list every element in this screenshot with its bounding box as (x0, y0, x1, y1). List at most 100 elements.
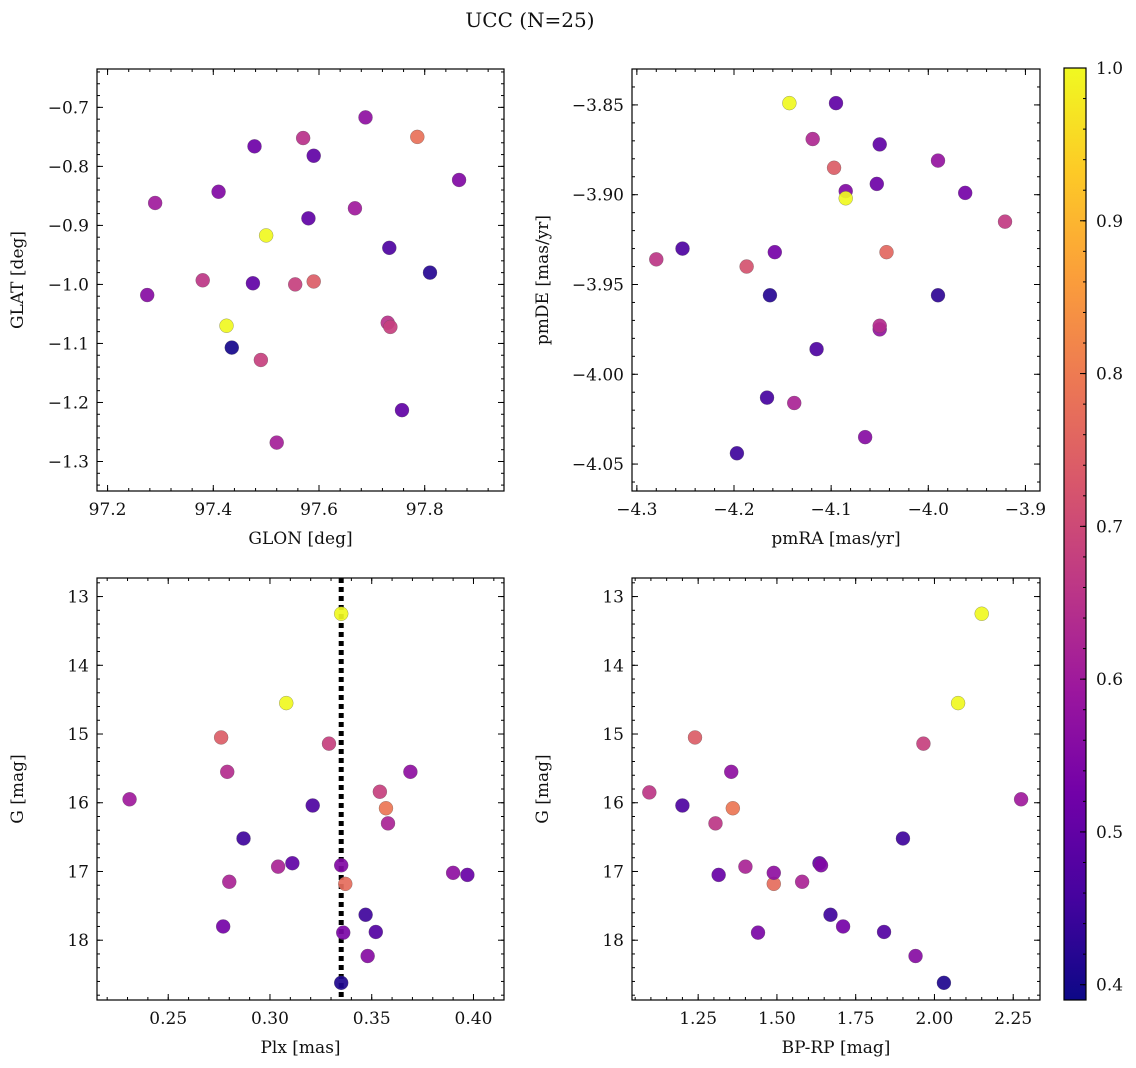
data-point (334, 606, 349, 621)
y-tick-label: −1.3 (48, 452, 89, 472)
y-tick-label: 16 (67, 794, 89, 814)
data-point (383, 319, 398, 335)
y-tick-label: −0.8 (48, 157, 89, 177)
data-point (358, 907, 373, 922)
colorbar-tick-label: 0.6 (1096, 670, 1123, 690)
data-point (301, 211, 316, 226)
data-point (794, 874, 810, 889)
data-point (823, 907, 838, 922)
data-point (725, 801, 741, 816)
chart-title: UCC (N=25) (465, 8, 594, 32)
x-tick-label: −3.9 (1005, 500, 1046, 520)
data-point (835, 919, 851, 934)
colorbar-tick-label: 0.8 (1096, 365, 1123, 385)
subplot-4: 1.25 1.50 1.75 2.00 2.25 13 14 15 16 17 18 BP-RP [m… (533, 577, 1041, 1058)
y-tick-label: 17 (602, 862, 624, 882)
data-point (930, 153, 946, 168)
plot-frame (96, 68, 505, 492)
data-point (787, 395, 802, 411)
data-point (805, 131, 820, 147)
data-point (724, 764, 739, 780)
x-tick-label: 97.4 (194, 500, 232, 520)
data-point (649, 252, 664, 267)
data-point (245, 276, 261, 291)
data-point (372, 784, 388, 799)
data-point (445, 865, 461, 881)
data-point (211, 184, 226, 199)
colorbar: 0.4 0.5 0.6 0.7 0.8 0.9 1.0 (1063, 59, 1123, 1001)
x-tick-label: 0.35 (353, 1009, 391, 1029)
data-point (974, 606, 989, 621)
data-point (762, 288, 778, 303)
data-point (269, 435, 284, 450)
y-tick-label: −4.00 (572, 365, 624, 385)
x-axis-label: BP-RP [mag] (782, 1038, 891, 1058)
data-point (908, 948, 923, 964)
data-point (766, 865, 781, 881)
y-tick-label: −3.95 (572, 275, 624, 295)
data-point (334, 858, 349, 873)
data-point (410, 129, 425, 145)
x-tick-label: −4.2 (713, 500, 754, 520)
data-point (394, 402, 410, 418)
data-point (460, 867, 475, 883)
data-point (219, 318, 234, 333)
colorbar-tick-label: 0.9 (1096, 212, 1123, 232)
data-point (642, 785, 657, 800)
data-point (826, 160, 842, 175)
colorbar-tick-label: 0.5 (1096, 823, 1123, 843)
data-point (828, 95, 844, 111)
colorbar-gradient (1064, 68, 1086, 1000)
data-point (338, 876, 353, 892)
y-tick-label: 13 (602, 588, 624, 608)
y-tick-label: 18 (67, 931, 89, 951)
y-tick-label: −0.7 (48, 98, 89, 118)
plot-frame (96, 577, 505, 1001)
data-point (247, 139, 262, 154)
data-point (813, 858, 829, 873)
y-tick-label: 15 (67, 725, 89, 745)
data-point (708, 816, 723, 831)
y-tick-label: −3.90 (572, 186, 624, 206)
y-tick-label: 14 (602, 656, 624, 676)
y-axis-label: GLAT [deg] (8, 231, 28, 329)
data-point (295, 130, 311, 146)
y-tick-label: 16 (602, 794, 624, 814)
data-point (270, 859, 286, 874)
y-tick-label: −4.05 (572, 455, 624, 475)
data-point (253, 352, 269, 368)
data-point (857, 429, 873, 445)
data-point (869, 176, 884, 192)
x-axis-label: pmRA [mas/yr] (771, 529, 900, 549)
plot-frame (631, 577, 1041, 1001)
data-point (122, 792, 137, 807)
y-tick-label: 14 (67, 656, 89, 676)
data-point (879, 244, 894, 260)
subplot-3: 0.25 0.30 0.35 0.40 13 14 15 16 17 18 Plx [mas] G [… (8, 577, 505, 1058)
data-point (750, 925, 766, 940)
data-point (382, 240, 397, 256)
x-tick-label: 1.50 (758, 1009, 796, 1029)
data-point (305, 798, 320, 813)
data-point (285, 856, 300, 871)
y-tick-label: −1.1 (48, 334, 89, 354)
x-axis-label: GLON [deg] (248, 529, 352, 549)
subplot-2: −4.3 −4.2 −4.1 −4.0 −3.9 −3.85 −3.90 −3.95 −4.00… (533, 68, 1046, 549)
data-point (380, 816, 396, 831)
data-point (378, 801, 394, 816)
data-point (950, 695, 966, 711)
x-axis-label: Plx [mas] (260, 1038, 340, 1058)
data-point (213, 730, 229, 745)
x-tick-label: −4.1 (811, 500, 852, 520)
colorbar-frame (1063, 67, 1087, 1001)
colorbar-tick-label: 1.0 (1096, 59, 1123, 79)
data-point (403, 764, 418, 780)
data-point (895, 831, 911, 846)
y-tick-label: 17 (67, 862, 89, 882)
x-tick-label: 0.25 (149, 1009, 187, 1029)
x-tick-label: 97.2 (89, 500, 127, 520)
data-point (306, 148, 321, 163)
data-point (236, 831, 251, 846)
data-point (288, 277, 303, 292)
